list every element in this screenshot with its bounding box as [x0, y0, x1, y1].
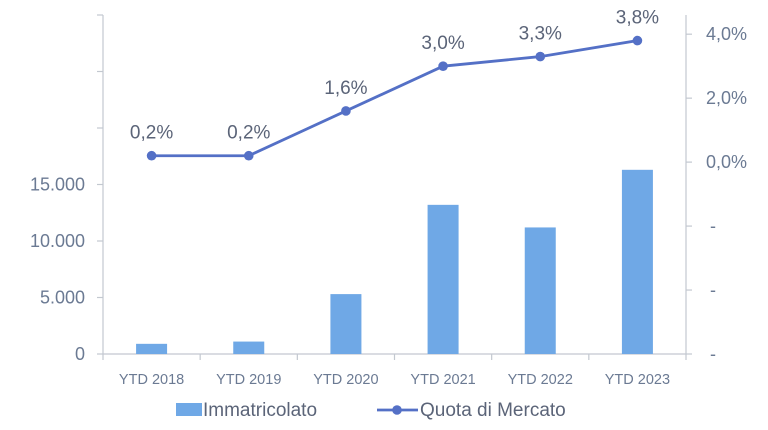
line-data-label: 3,0% [421, 33, 464, 54]
data-labels: 0,2% 0,2% 1,6% 3,0% 3,3% 3,8% [130, 8, 659, 144]
line-data-label: 0,2% [130, 123, 173, 144]
line-point [438, 61, 448, 71]
bar [427, 204, 459, 354]
series-line [151, 39, 638, 158]
right-tick-label: 2,0% [706, 88, 747, 108]
legend-marker-quota [392, 405, 402, 415]
left-tick-label: 10.000 [30, 231, 85, 251]
x-tick-label: YTD 2020 [313, 372, 378, 388]
line-point [535, 51, 546, 62]
left-tick-label: 15.000 [30, 175, 85, 195]
legend-label-quota: Quota di Mercato [420, 400, 566, 421]
right-tick-label: 4,0% [706, 24, 747, 44]
line-series-quota-di-mercato [146, 35, 643, 161]
legend-swatch-immatricolato [176, 403, 202, 416]
x-tick-label: YTD 2019 [216, 372, 281, 388]
x-tick-label: YTD 2021 [410, 372, 475, 388]
chart-axes: 0 5.000 10.000 15.000 - - - 0,0% 2,0% 4,0% YTD 201… [30, 14, 747, 388]
bar [621, 169, 653, 354]
chart-legend: Immatricolato Quota di Mercato [176, 400, 566, 421]
line-point [243, 150, 254, 161]
right-tick-label: - [710, 344, 716, 364]
legend-label-immatricolato: Immatricolato [203, 400, 317, 421]
line-point [146, 150, 157, 161]
line-data-label: 3,3% [519, 24, 562, 45]
right-tick-label: - [710, 280, 716, 300]
line-point [341, 106, 351, 116]
left-tick-label: 0 [75, 344, 85, 364]
x-tick-label: YTD 2022 [508, 372, 573, 388]
bar [136, 343, 168, 354]
bar [330, 294, 362, 354]
line-data-label: 0,2% [227, 123, 270, 144]
right-tick-label: - [710, 216, 716, 236]
bar [524, 227, 556, 354]
line-data-label: 1,6% [324, 78, 367, 99]
line-point [632, 35, 643, 46]
right-tick-label: 0,0% [706, 152, 747, 172]
left-tick-label: 5.000 [40, 288, 85, 308]
bar [233, 341, 265, 354]
x-tick-label: YTD 2018 [119, 372, 184, 388]
line-data-label: 3,8% [616, 8, 659, 29]
x-tick-label: YTD 2023 [605, 372, 670, 388]
bar-series-immatricolato [136, 169, 653, 354]
